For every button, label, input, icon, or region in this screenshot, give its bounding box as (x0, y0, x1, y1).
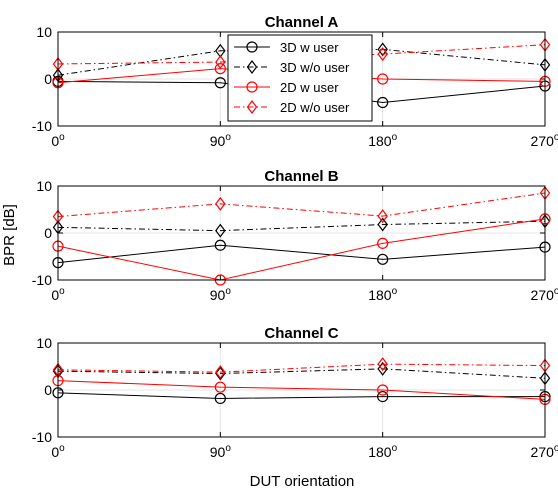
series-2d-w-o-user-point (215, 55, 226, 70)
series-3d-w-user-line (57, 244, 546, 264)
x-axis-label: DUT orientation (250, 473, 355, 490)
plot-frame (57, 342, 546, 438)
plot-frame (57, 31, 546, 127)
legend-label: 2D w user (280, 80, 339, 95)
series-3d-w-o-user-point (377, 217, 388, 232)
series-2d-w-o-user-point (215, 365, 226, 380)
legend-label: 3D w/o user (280, 60, 350, 75)
x-tick-label: 90o (210, 286, 232, 303)
y-axis-label: BPR [dB] (1, 204, 18, 266)
series-3d-w-user-point (214, 77, 226, 89)
series-2d-w-user-point (214, 63, 226, 75)
y-tick-label: 10 (36, 335, 52, 351)
series-2d-w-o-user-point (377, 47, 388, 62)
x-tick-label: 180o (368, 132, 397, 149)
y-tick-label: 0 (44, 382, 52, 398)
plot-frame (57, 185, 546, 281)
x-tick-label: 270o (531, 443, 558, 460)
series-3d-w-user-point (377, 253, 389, 265)
series-3d-w-user-point (377, 390, 389, 403)
circle-icon (246, 41, 258, 53)
legend-label: 3D w user (280, 40, 339, 55)
series-2d-w-o-user-point (377, 209, 388, 224)
series-2d-w-o-user-point (377, 357, 388, 372)
series-3d-w-user-point (214, 239, 226, 251)
x-tick-label: 180o (368, 286, 397, 303)
series-2d-w-o-user-line (57, 363, 546, 373)
legend-item: 3D w user (234, 40, 339, 55)
y-tick-label: -10 (32, 272, 52, 288)
series-2d-w-o-user-line (57, 192, 546, 218)
series-3d-w-o-user-line (57, 220, 546, 232)
series-2d-w-user-point (377, 384, 389, 396)
panel-title: Channel B (264, 168, 338, 185)
panel-title: Channel C (264, 325, 338, 342)
diamond-icon (246, 100, 258, 114)
series-3d-w-user-point (214, 392, 226, 405)
y-tick-label: -10 (32, 118, 52, 134)
series-3d-w-o-user-point (377, 42, 388, 57)
series-2d-w-user-point (377, 237, 389, 249)
x-tick-label: 270o (531, 286, 558, 303)
x-tick-label: 90o (210, 132, 232, 149)
y-tick-label: 10 (36, 178, 52, 194)
y-tick-label: 0 (44, 71, 52, 87)
x-tick-label: 0o (51, 132, 65, 149)
series-3d-w-o-user-point (215, 223, 226, 238)
x-tick-label: 0o (51, 443, 65, 460)
legend-item: 2D w user (234, 80, 339, 95)
diamond-icon (246, 60, 258, 74)
x-tick-label: 0o (51, 286, 65, 303)
y-tick-label: -10 (32, 429, 52, 445)
x-tick-label: 180o (368, 443, 397, 460)
x-tick-label: 90o (210, 443, 232, 460)
panel-title: Channel A (265, 14, 339, 31)
x-tick-label: 270o (531, 132, 558, 149)
series-3d-w-o-user-line (57, 368, 546, 379)
series-3d-w-user-point (377, 96, 389, 109)
legend-label: 2D w/o user (280, 100, 350, 115)
series-2d-w-user-line (57, 218, 546, 281)
legend-item: 3D w/o user (234, 60, 350, 75)
series-3d-w-user-line (57, 392, 545, 399)
series-2d-w-o-user-point (215, 196, 226, 211)
series-2d-w-user-point (214, 381, 226, 393)
y-tick-label: 0 (44, 225, 52, 241)
series-2d-w-user-line (57, 380, 546, 400)
circle-icon (246, 81, 258, 93)
series-2d-w-user-point (377, 73, 389, 85)
y-tick-label: 10 (36, 24, 52, 40)
legend-item: 2D w/o user (234, 100, 350, 115)
legend: 3D w user 3D w/o user 2D w user 2D w/o user (227, 34, 373, 122)
